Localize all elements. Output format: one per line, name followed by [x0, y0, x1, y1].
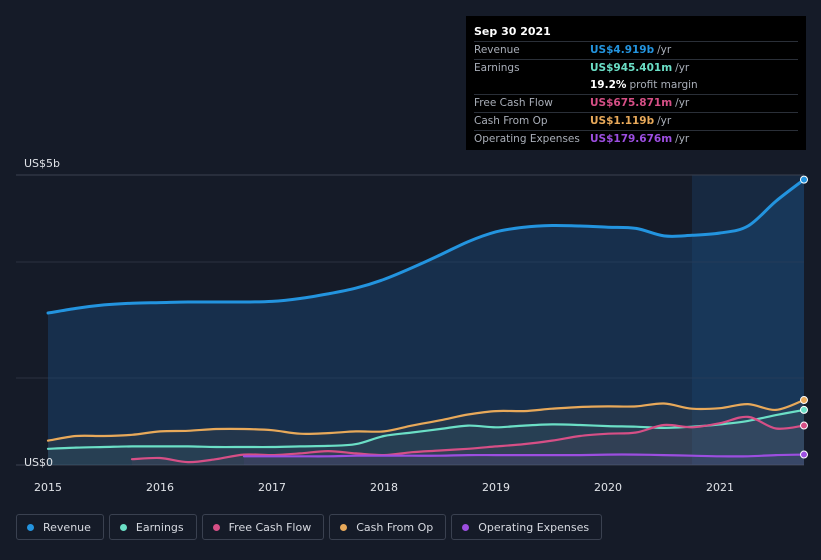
- legend-label: Revenue: [43, 520, 91, 534]
- tooltip-row-value: US$1.119b: [590, 115, 655, 127]
- tooltip-row-unit: /yr: [657, 115, 672, 127]
- tooltip-row-value: US$4.919b: [590, 44, 655, 56]
- tooltip-row: Earnings US$945.401m/yr: [474, 59, 798, 76]
- x-tick-label: 2016: [146, 481, 174, 494]
- legend-item-earnings[interactable]: Earnings: [108, 514, 197, 540]
- line-cash-from-op: [46, 398, 806, 442]
- tooltip-date: Sep 30 2021: [474, 25, 551, 38]
- tooltip-row-label: Revenue: [474, 44, 520, 56]
- legend-label: Earnings: [135, 520, 184, 534]
- x-tick-label: 2019: [482, 481, 510, 494]
- tooltip-row-value: US$675.871m: [590, 97, 673, 109]
- tooltip-row-value: 19.2%: [590, 79, 627, 91]
- tooltip-row: Operating Expenses US$179.676m/yr: [474, 130, 798, 147]
- line-earnings: [46, 408, 806, 450]
- legend-label: Cash From Op: [356, 520, 434, 534]
- tooltip-row-unit: /yr: [675, 62, 690, 74]
- legend-dot-icon: [212, 523, 220, 531]
- tooltip-row: 19.2% profit margin: [474, 77, 798, 93]
- series-end-markers: [800, 175, 808, 459]
- legend-dot-icon: [27, 523, 34, 531]
- legend-label: Operating Expenses: [478, 520, 590, 534]
- x-tick-label: 2015: [34, 481, 62, 494]
- area-earnings: [48, 409, 804, 465]
- area-cash-from-op: [48, 400, 804, 465]
- legend-label: Free Cash Flow: [228, 520, 312, 534]
- tooltip-row: Revenue US$4.919b/yr: [474, 41, 798, 58]
- x-tick-label: 2017: [258, 481, 286, 494]
- legend-dot-icon: [119, 523, 127, 531]
- data-tooltip: Sep 30 2021 Revenue US$4.919b/yr Earnings U…: [466, 16, 806, 150]
- area-operating-expenses: [244, 454, 804, 465]
- tooltip-row: Free Cash Flow US$675.871m/yr: [474, 94, 798, 111]
- line-operating-expenses: [242, 453, 806, 458]
- end-marker-operating-expenses: [800, 450, 808, 459]
- line-free-cash-flow: [130, 415, 806, 464]
- tooltip-row-unit: profit margin: [629, 79, 698, 91]
- end-marker-cash-from-op: [800, 396, 808, 405]
- legend-dot-icon: [340, 523, 348, 531]
- x-tick-label: 2020: [594, 481, 622, 494]
- tooltip-row-unit: /yr: [675, 133, 690, 145]
- end-marker-earnings: [800, 405, 808, 414]
- legend-item-revenue[interactable]: Revenue: [16, 514, 104, 540]
- y-axis-bottom-label: US$0: [24, 456, 53, 469]
- legend-dot-icon: [462, 523, 470, 531]
- chart-legend: Revenue Earnings Free Cash Flow Cash From O…: [16, 514, 607, 540]
- tooltip-row-label: Cash From Op: [474, 115, 548, 127]
- x-tick-label: 2021: [706, 481, 734, 494]
- legend-item-free-cash-flow[interactable]: Free Cash Flow: [201, 514, 325, 540]
- tooltip-row-value: US$179.676m: [590, 133, 673, 145]
- tooltip-row-unit: /yr: [657, 44, 672, 56]
- tooltip-row-label: [474, 77, 590, 93]
- area-free-cash-flow: [132, 416, 804, 465]
- end-marker-free-cash-flow: [800, 421, 808, 430]
- end-marker-revenue: [800, 175, 808, 184]
- x-axis-ticks: 2015 2016 2017 2018 2019 2020 2021: [34, 481, 734, 494]
- gridlines: [16, 174, 804, 466]
- series-lines: [46, 178, 806, 464]
- legend-item-operating-expenses[interactable]: Operating Expenses: [451, 514, 603, 540]
- tooltip-row-label: Operating Expenses: [474, 133, 580, 145]
- tooltip-row-unit: /yr: [675, 97, 690, 109]
- series-areas: [48, 179, 804, 465]
- tooltip-row: Cash From Op US$1.119b/yr: [474, 112, 798, 129]
- x-tick-label: 2018: [370, 481, 398, 494]
- tooltip-rows: Revenue US$4.919b/yr Earnings US$945.401m/y…: [474, 41, 798, 147]
- y-axis-top-label: US$5b: [24, 157, 60, 170]
- tooltip-row-value: US$945.401m: [590, 62, 673, 74]
- line-revenue: [46, 178, 806, 315]
- tooltip-row-label: Earnings: [474, 62, 520, 74]
- tooltip-row-label: Free Cash Flow: [474, 97, 553, 109]
- legend-item-cash-from-op[interactable]: Cash From Op: [329, 514, 447, 540]
- area-revenue: [48, 179, 804, 465]
